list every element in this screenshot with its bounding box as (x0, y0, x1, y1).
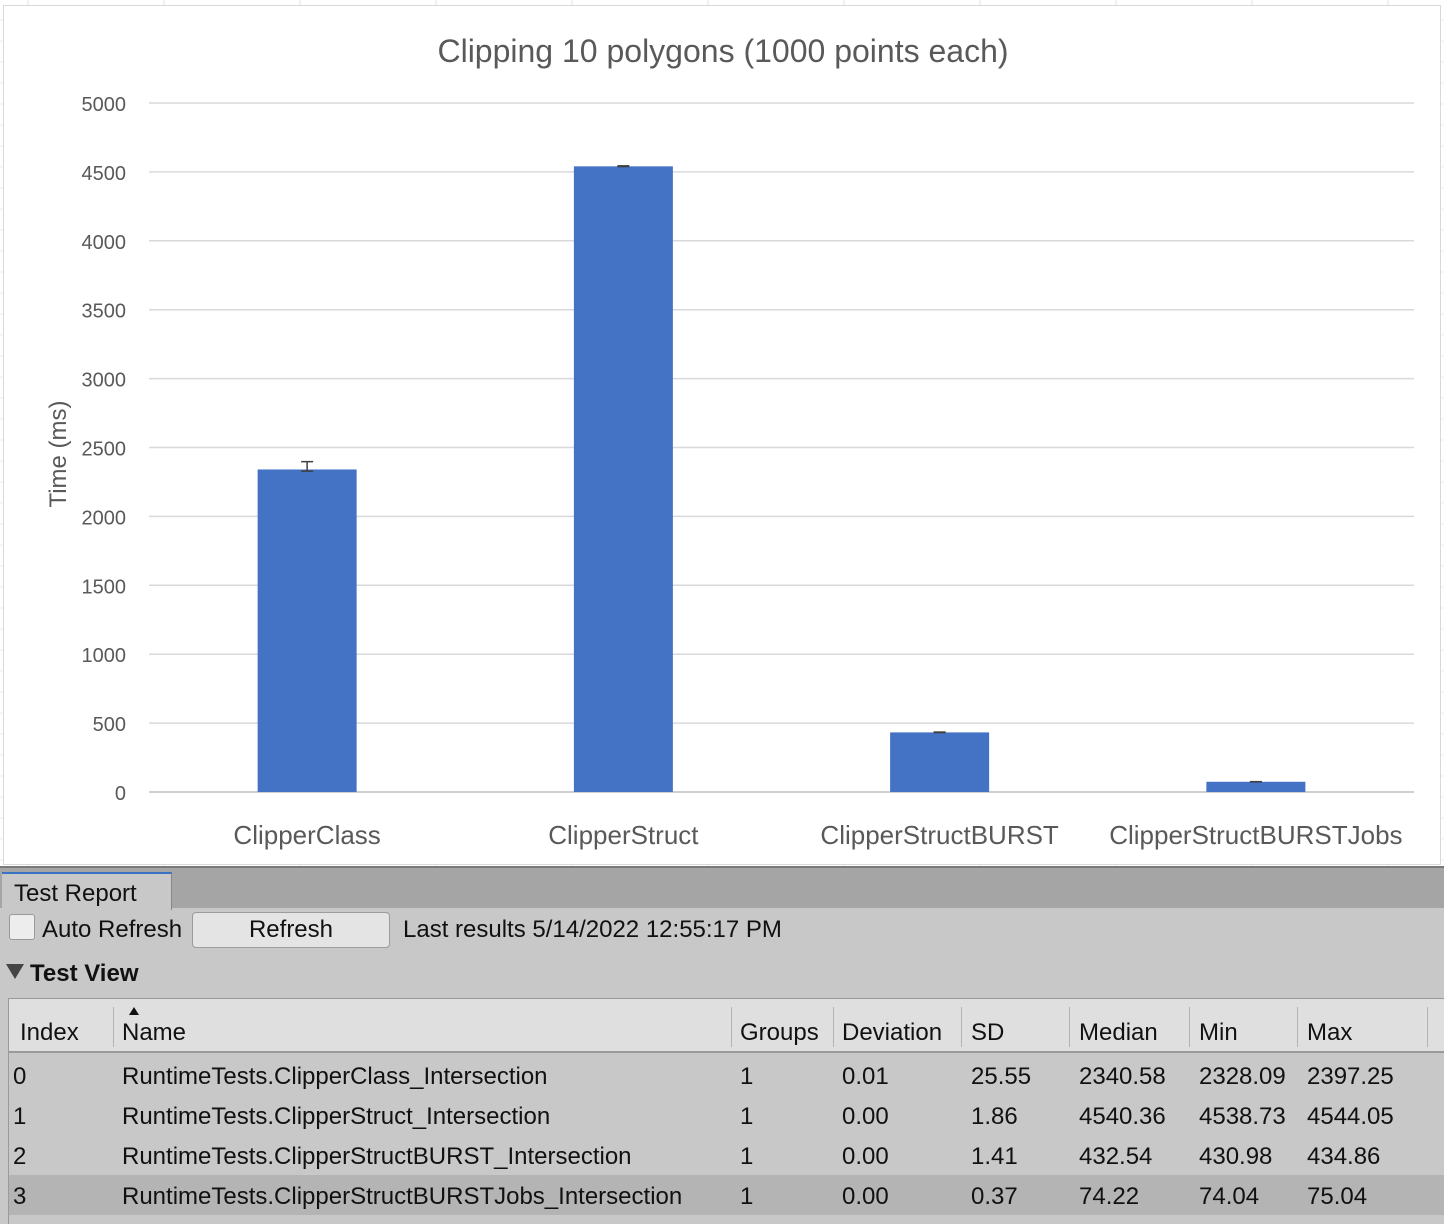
cell-groups: 1 (740, 1063, 754, 1090)
results-table: Index Name Groups Deviation SD Median Mi… (8, 998, 1444, 1224)
x-tick-label: ClipperStructBURST (820, 820, 1059, 850)
gridlines (149, 102, 1414, 793)
y-tick-label: 3000 (82, 370, 127, 392)
table-header: Index Name Groups Deviation SD Median Mi… (9, 999, 1444, 1053)
test-view-label: Test View (30, 960, 139, 987)
error-bars (301, 165, 1262, 783)
column-divider[interactable] (1069, 1007, 1070, 1047)
test-view-foldout[interactable]: Test View (0, 956, 600, 990)
error-bar (933, 731, 946, 734)
table-row-selected[interactable]: 3 RuntimeTests.ClipperStructBURSTJobs_In… (9, 1175, 1444, 1215)
column-header-median[interactable]: Median (1079, 1019, 1158, 1046)
cell-min: 2328.09 (1199, 1063, 1286, 1090)
tab-test-report[interactable]: Test Report (2, 872, 172, 910)
x-tick-label: ClipperClass (233, 820, 380, 850)
cell-index: 1 (13, 1103, 27, 1130)
y-tick-label: 1500 (82, 576, 127, 598)
cell-index: 2 (13, 1143, 27, 1170)
cell-median: 2340.58 (1079, 1063, 1166, 1090)
cell-sd: 0.37 (971, 1183, 1018, 1210)
cell-index: 3 (13, 1183, 27, 1210)
column-divider[interactable] (961, 1007, 962, 1047)
error-bar (301, 460, 314, 472)
table-row[interactable]: 0 RuntimeTests.ClipperClass_Intersection… (9, 1055, 1444, 1095)
cell-max: 2397.25 (1307, 1063, 1394, 1090)
cell-min: 74.04 (1199, 1183, 1260, 1210)
chart-panel[interactable]: Clipping 10 polygons (1000 points each) … (3, 5, 1441, 865)
y-tick-label: 4000 (82, 232, 127, 254)
cell-deviation: 0.01 (842, 1063, 889, 1090)
y-tick-label: 0 (115, 783, 126, 805)
auto-refresh-label[interactable]: Auto Refresh (42, 916, 183, 943)
toolbar: Auto Refresh Refresh Last results 5/14/2… (0, 910, 1444, 950)
cell-name: RuntimeTests.ClipperStructBURST_Intersec… (122, 1143, 632, 1170)
column-header-index[interactable]: Index (20, 1019, 79, 1046)
y-tick-label: 3500 (82, 301, 127, 323)
sort-ascending-icon (129, 1007, 139, 1015)
cell-median: 432.54 (1079, 1143, 1153, 1170)
y-tick-label: 500 (93, 714, 126, 736)
column-divider[interactable] (833, 1007, 834, 1047)
refresh-button[interactable]: Refresh (192, 912, 390, 948)
cell-deviation: 0.00 (842, 1143, 889, 1170)
table-row[interactable]: 1 RuntimeTests.ClipperStruct_Intersectio… (9, 1095, 1444, 1135)
column-header-deviation[interactable]: Deviation (842, 1019, 943, 1046)
y-tick-label: 1000 (82, 645, 127, 667)
x-tick-label: ClipperStructBURSTJobs (1109, 820, 1402, 850)
y-tick-label: 2000 (82, 507, 127, 529)
foldout-triangle-icon[interactable] (6, 964, 24, 979)
column-divider[interactable] (1427, 1007, 1428, 1047)
bars (257, 166, 1306, 793)
cell-groups: 1 (740, 1183, 754, 1210)
bar-ClipperStruct (573, 166, 673, 793)
y-tick-label: 4500 (82, 163, 127, 185)
bar-ClipperStructBURST (890, 732, 990, 792)
cell-sd: 25.55 (971, 1063, 1032, 1090)
column-header-min[interactable]: Min (1199, 1019, 1238, 1046)
cell-deviation: 0.00 (842, 1103, 889, 1130)
cell-groups: 1 (740, 1143, 754, 1170)
y-axis-label: Time (ms) (45, 400, 72, 507)
column-header-max[interactable]: Max (1307, 1019, 1353, 1046)
column-header-name[interactable]: Name (122, 1019, 187, 1046)
cell-name: RuntimeTests.ClipperClass_Intersection (122, 1063, 548, 1090)
column-divider[interactable] (731, 1007, 732, 1047)
cell-name: RuntimeTests.ClipperStruct_Intersection (122, 1103, 551, 1130)
auto-refresh-checkbox[interactable] (9, 914, 35, 940)
column-divider[interactable] (1297, 1007, 1298, 1047)
cell-min: 4538.73 (1199, 1103, 1286, 1130)
y-tick-label: 2500 (82, 439, 127, 461)
column-header-sd[interactable]: SD (971, 1019, 1005, 1046)
bar-ClipperClass (257, 469, 357, 792)
bar-chart: Clipping 10 polygons (1000 points each) … (45, 33, 1414, 850)
column-divider[interactable] (113, 1007, 114, 1047)
cell-max: 434.86 (1307, 1143, 1381, 1170)
cell-median: 4540.36 (1079, 1103, 1166, 1130)
cell-median: 74.22 (1079, 1183, 1140, 1210)
cell-sd: 1.86 (971, 1103, 1018, 1130)
chart-title: Clipping 10 polygons (1000 points each) (437, 33, 1008, 69)
column-header-groups[interactable]: Groups (740, 1019, 819, 1046)
bar-ClipperStructBURSTJobs (1206, 781, 1306, 792)
last-results-text: Last results 5/14/2022 12:55:17 PM (403, 916, 782, 943)
table-row[interactable]: 2 RuntimeTests.ClipperStructBURST_Inters… (9, 1135, 1444, 1175)
cell-sd: 1.41 (971, 1143, 1018, 1170)
y-tick-labels: 0 500 1000 1500 2000 2500 3000 3500 4000 4500 5000 (82, 94, 127, 805)
error-bar (617, 165, 630, 168)
cell-min: 430.98 (1199, 1143, 1273, 1170)
column-divider[interactable] (1189, 1007, 1190, 1047)
test-report-panel: Test Report Auto Refresh Refresh Last re… (0, 866, 1444, 1224)
tab-strip: Test Report (0, 866, 1444, 910)
cell-deviation: 0.00 (842, 1183, 889, 1210)
cell-index: 0 (13, 1063, 27, 1090)
cell-name: RuntimeTests.ClipperStructBURSTJobs_Inte… (122, 1183, 683, 1210)
cell-groups: 1 (740, 1103, 754, 1130)
y-tick-label: 5000 (82, 94, 127, 116)
cell-max: 75.04 (1307, 1183, 1368, 1210)
cell-max: 4544.05 (1307, 1103, 1394, 1130)
x-tick-labels: ClipperClass ClipperStruct ClipperStructBU… (233, 820, 1402, 850)
x-tick-label: ClipperStruct (548, 820, 699, 850)
